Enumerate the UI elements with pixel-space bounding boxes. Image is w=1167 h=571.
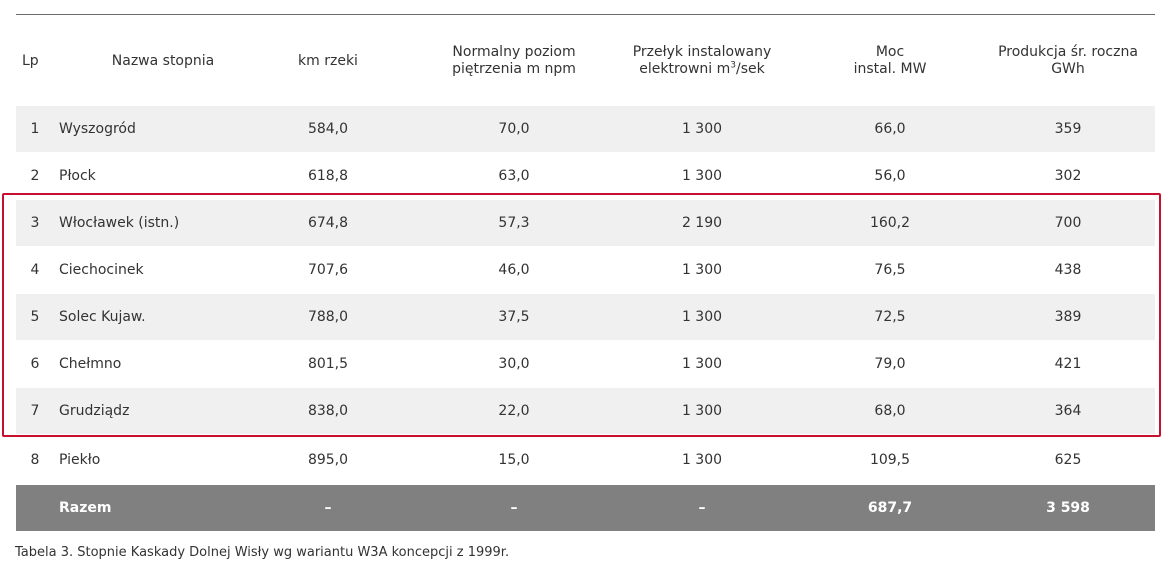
header-flow-unit-b: /sek bbox=[736, 61, 765, 77]
cell-power: 66,0 bbox=[874, 121, 906, 137]
cell-lp: 8 bbox=[30, 452, 40, 468]
cell-km: 707,6 bbox=[307, 262, 349, 278]
header-name: Nazwa stopnia bbox=[111, 52, 215, 69]
cell-level: 37,5 bbox=[498, 309, 530, 325]
cell-production: 625 bbox=[1054, 452, 1082, 468]
header-production: Produkcja śr. roczna GWh bbox=[984, 30, 1152, 92]
cell-km: 584,0 bbox=[307, 121, 349, 137]
cell-production: 389 bbox=[1054, 309, 1082, 325]
header-flow-unit-a: elektrowni m bbox=[639, 61, 731, 77]
table-row: 4 Ciechocinek 707,6 46,0 1 300 76,5 438 bbox=[16, 247, 1155, 293]
table-row: 8 Piekło 895,0 15,0 1 300 109,5 625 bbox=[16, 437, 1155, 483]
cell-lp: 6 bbox=[30, 356, 40, 372]
cell-level: 57,3 bbox=[498, 215, 530, 231]
cell-name: Włocławek (istn.) bbox=[59, 215, 180, 231]
table-total-row: Razem – – – 687,7 3 598 bbox=[16, 485, 1155, 531]
cell-km: 895,0 bbox=[307, 452, 349, 468]
cell-lp: 4 bbox=[30, 262, 40, 278]
cell-name: Płock bbox=[59, 168, 96, 184]
cell-level: – bbox=[510, 500, 518, 516]
cell-name: Grudziądz bbox=[59, 403, 130, 419]
table-row: 1 Wyszogród 584,0 70,0 1 300 66,0 359 bbox=[16, 106, 1155, 152]
cell-flow: – bbox=[698, 500, 706, 516]
cell-lp: 2 bbox=[30, 168, 40, 184]
cell-km: 674,8 bbox=[307, 215, 349, 231]
cell-flow: 1 300 bbox=[681, 309, 723, 325]
cell-level: 22,0 bbox=[498, 403, 530, 419]
cell-power: 109,5 bbox=[869, 452, 911, 468]
header-power: Moc instal. MW bbox=[830, 30, 950, 92]
cell-level: 15,0 bbox=[498, 452, 530, 468]
cell-power: 160,2 bbox=[869, 215, 911, 231]
table-caption: Tabela 3. Stopnie Kaskady Dolnej Wisły w… bbox=[15, 545, 510, 560]
cell-flow: 1 300 bbox=[681, 403, 723, 419]
cell-production: 359 bbox=[1054, 121, 1082, 137]
cell-power: 56,0 bbox=[874, 168, 906, 184]
cell-flow: 1 300 bbox=[681, 168, 723, 184]
cell-lp: 5 bbox=[30, 309, 40, 325]
cell-flow: 1 300 bbox=[681, 262, 723, 278]
table-row: 2 Płock 618,8 63,0 1 300 56,0 302 bbox=[16, 153, 1155, 199]
cell-level: 46,0 bbox=[498, 262, 530, 278]
cell-km: 788,0 bbox=[307, 309, 349, 325]
cell-production: 421 bbox=[1054, 356, 1082, 372]
table-header: Lp Nazwa stopnia km rzeki Normalny pozio… bbox=[16, 30, 1155, 92]
cell-km: – bbox=[324, 500, 332, 516]
header-level: Normalny poziom piętrzenia m npm bbox=[435, 30, 593, 92]
cell-power: 76,5 bbox=[874, 262, 906, 278]
cell-name: Solec Kujaw. bbox=[59, 309, 146, 325]
cell-name: Chełmno bbox=[59, 356, 122, 372]
cell-km: 838,0 bbox=[307, 403, 349, 419]
table-top-rule bbox=[16, 14, 1155, 15]
cell-flow: 1 300 bbox=[681, 356, 723, 372]
header-production-line1: Produkcja śr. roczna bbox=[998, 44, 1138, 60]
cell-level: 30,0 bbox=[498, 356, 530, 372]
cell-lp: 3 bbox=[30, 215, 40, 231]
header-power-line1: Moc bbox=[875, 44, 905, 60]
cell-production: 438 bbox=[1054, 262, 1082, 278]
cell-name: Razem bbox=[59, 500, 112, 516]
cell-flow: 1 300 bbox=[681, 121, 723, 137]
cell-km: 801,5 bbox=[307, 356, 349, 372]
table-row: 6 Chełmno 801,5 30,0 1 300 79,0 421 bbox=[16, 341, 1155, 387]
cell-km: 618,8 bbox=[307, 168, 349, 184]
header-level-line1: Normalny poziom bbox=[452, 44, 576, 60]
cell-production: 700 bbox=[1054, 215, 1082, 231]
cell-name: Ciechocinek bbox=[59, 262, 144, 278]
header-level-line2: piętrzenia m npm bbox=[452, 61, 576, 77]
cell-level: 63,0 bbox=[498, 168, 530, 184]
table-row: 5 Solec Kujaw. 788,0 37,5 1 300 72,5 389 bbox=[16, 294, 1155, 340]
header-flow-line1: Przełyk instalowany bbox=[632, 44, 772, 60]
table-row: 7 Grudziądz 838,0 22,0 1 300 68,0 364 bbox=[16, 388, 1155, 434]
cell-name: Wyszogród bbox=[59, 121, 136, 137]
cell-level: 70,0 bbox=[498, 121, 530, 137]
header-production-line2: GWh bbox=[1051, 61, 1085, 77]
header-flow: Przełyk instalowany elektrowni m3/sek bbox=[622, 30, 782, 92]
header-flow-unit-sup: 3 bbox=[730, 60, 737, 71]
cell-flow: 1 300 bbox=[681, 452, 723, 468]
cell-production: 364 bbox=[1054, 403, 1082, 419]
header-km: km rzeki bbox=[298, 52, 358, 69]
cell-lp: 7 bbox=[30, 403, 40, 419]
cell-lp bbox=[16, 485, 54, 531]
header-power-line2: instal. MW bbox=[853, 61, 927, 77]
cell-power: 72,5 bbox=[874, 309, 906, 325]
header-lp: Lp bbox=[22, 52, 39, 69]
table-row: 3 Włocławek (istn.) 674,8 57,3 2 190 160… bbox=[16, 200, 1155, 246]
cell-production: 3 598 bbox=[1046, 500, 1090, 516]
cell-flow: 2 190 bbox=[681, 215, 723, 231]
cell-power: 687,7 bbox=[867, 500, 913, 516]
cell-name: Piekło bbox=[59, 452, 101, 468]
cell-power: 68,0 bbox=[874, 403, 906, 419]
cell-power: 79,0 bbox=[874, 356, 906, 372]
header-flow-line2: elektrowni m3/sek bbox=[639, 61, 765, 78]
cell-production: 302 bbox=[1054, 168, 1082, 184]
cell-lp: 1 bbox=[30, 121, 40, 137]
